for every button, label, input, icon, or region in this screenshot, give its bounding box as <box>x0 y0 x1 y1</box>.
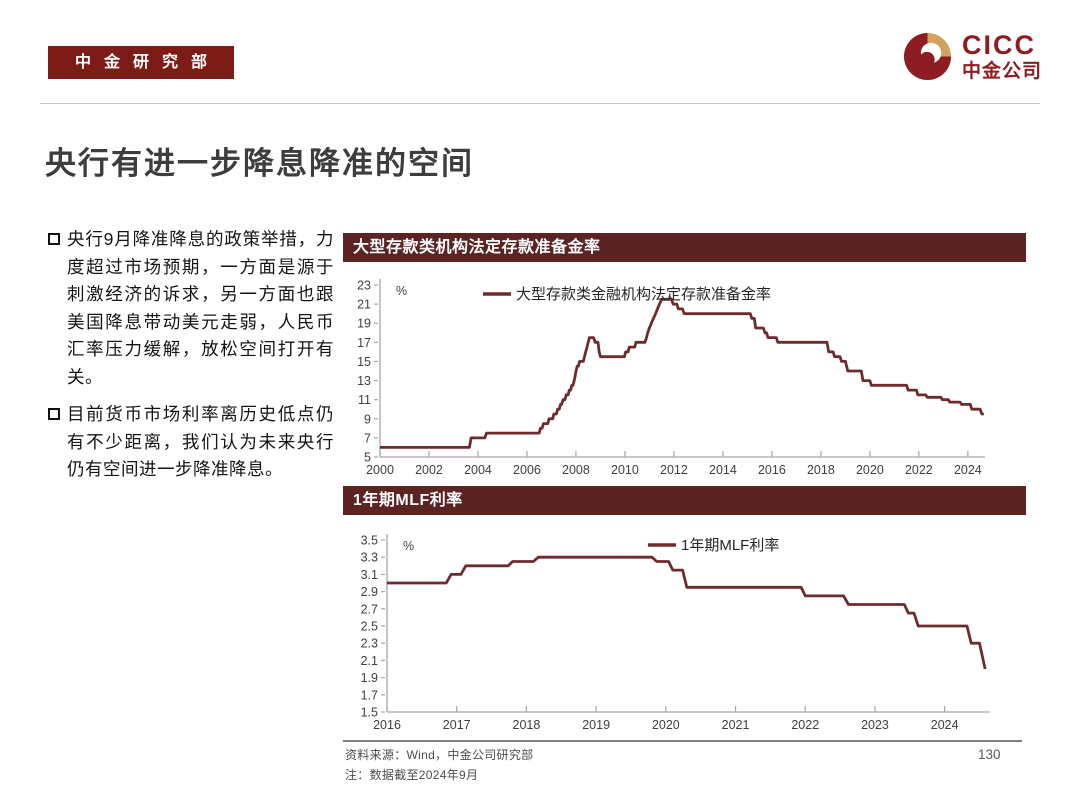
research-dept-badge: 中金研究部 <box>48 46 234 79</box>
svg-text:2022: 2022 <box>791 718 819 732</box>
svg-text:2010: 2010 <box>611 463 639 477</box>
svg-text:17: 17 <box>357 336 371 350</box>
svg-text:13: 13 <box>357 374 371 388</box>
svg-text:23: 23 <box>357 279 371 293</box>
svg-text:11: 11 <box>358 393 371 407</box>
svg-text:2002: 2002 <box>415 463 443 477</box>
svg-text:21: 21 <box>357 298 371 312</box>
svg-text:2021: 2021 <box>722 718 750 732</box>
svg-text:2016: 2016 <box>758 463 786 477</box>
svg-text:19: 19 <box>357 317 371 331</box>
svg-text:2.7: 2.7 <box>361 602 378 616</box>
svg-text:2006: 2006 <box>513 463 541 477</box>
svg-text:2024: 2024 <box>954 463 982 477</box>
hollow-square-bullet-icon <box>48 233 60 245</box>
rrr-chart-title-bar: 大型存款类机构法定存款准备金率 <box>343 233 1026 262</box>
svg-text:3.5: 3.5 <box>361 534 378 548</box>
page-title: 央行有进一步降息降准的空间 <box>45 146 474 181</box>
hollow-square-bullet-icon <box>48 408 60 420</box>
svg-text:2.1: 2.1 <box>361 654 378 668</box>
svg-text:2.3: 2.3 <box>361 637 378 651</box>
svg-text:2024: 2024 <box>931 718 959 732</box>
svg-text:7: 7 <box>364 431 371 445</box>
logo-text-cn: 中金公司 <box>962 60 1043 82</box>
svg-text:5: 5 <box>364 451 371 465</box>
commentary-list: 央行9月降准降息的政策举措，力度超过市场预期，一方面是源于刺激经济的诉求，另一方… <box>48 226 334 494</box>
mlf-chart: 1.5 1.7 1.9 2.1 2.3 2.5 2.7 2.9 3.1 3.3 3.5 2016 201… <box>361 534 990 732</box>
svg-text:2008: 2008 <box>562 463 590 477</box>
svg-text:3.1: 3.1 <box>361 568 378 582</box>
cicc-logo-icon <box>904 32 951 80</box>
charts-panel: 大型存款类机构法定存款准备金率 5 7 9 11 13 15 17 19 21 23 2000 200… <box>343 233 1026 803</box>
svg-text:2018: 2018 <box>513 718 541 732</box>
svg-text:2014: 2014 <box>709 463 737 477</box>
data-cutoff-note: 注：数据截至2024年9月 <box>345 768 479 782</box>
footer-divider <box>343 740 1022 742</box>
mlf-chart-title-bar: 1年期MLF利率 <box>343 486 1026 515</box>
svg-text:2016: 2016 <box>373 718 401 732</box>
svg-text:2018: 2018 <box>807 463 835 477</box>
svg-text:1.5: 1.5 <box>361 706 378 720</box>
svg-text:2012: 2012 <box>660 463 688 477</box>
svg-text:2.9: 2.9 <box>361 585 378 599</box>
list-item: 目前货币市场利率离历史低点仍有不少距离，我们认为未来央行仍有空间进一步降准降息。 <box>48 401 334 484</box>
cicc-logo: CICC 中金公司 <box>903 30 1073 82</box>
svg-text:2000: 2000 <box>366 463 394 477</box>
source-note: 资料来源：Wind，中金公司研究部 <box>345 748 534 762</box>
bullet-text: 央行9月降准降息的政策举措，力度超过市场预期，一方面是源于刺激经济的诉求，另一方… <box>67 229 334 387</box>
svg-text:9: 9 <box>364 412 371 426</box>
svg-text:%: % <box>396 284 407 298</box>
svg-text:%: % <box>403 539 414 553</box>
svg-text:2020: 2020 <box>856 463 884 477</box>
svg-text:1.9: 1.9 <box>361 671 378 685</box>
svg-text:2020: 2020 <box>652 718 680 732</box>
svg-text:1.7: 1.7 <box>361 688 378 702</box>
page-number: 130 <box>978 747 1001 762</box>
svg-text:2023: 2023 <box>861 718 889 732</box>
logo-text-en: CICC <box>962 29 1036 60</box>
svg-text:1年期MLF利率: 1年期MLF利率 <box>681 537 779 554</box>
bullet-text: 目前货币市场利率离历史低点仍有不少距离，我们认为未来央行仍有空间进一步降准降息。 <box>67 404 334 479</box>
rrr-chart: 5 7 9 11 13 15 17 19 21 23 2000 2002 2004 2006 2008 201… <box>357 279 985 477</box>
svg-text:2022: 2022 <box>905 463 933 477</box>
svg-text:大型存款类金融机构法定存款准备金率: 大型存款类金融机构法定存款准备金率 <box>516 286 771 303</box>
svg-text:2017: 2017 <box>443 718 471 732</box>
list-item: 央行9月降准降息的政策举措，力度超过市场预期，一方面是源于刺激经济的诉求，另一方… <box>48 226 334 391</box>
svg-text:2019: 2019 <box>582 718 610 732</box>
header-divider <box>40 103 1040 104</box>
svg-text:2.5: 2.5 <box>361 620 378 634</box>
svg-text:3.3: 3.3 <box>361 551 378 565</box>
svg-text:2004: 2004 <box>464 463 492 477</box>
svg-text:15: 15 <box>357 355 371 369</box>
